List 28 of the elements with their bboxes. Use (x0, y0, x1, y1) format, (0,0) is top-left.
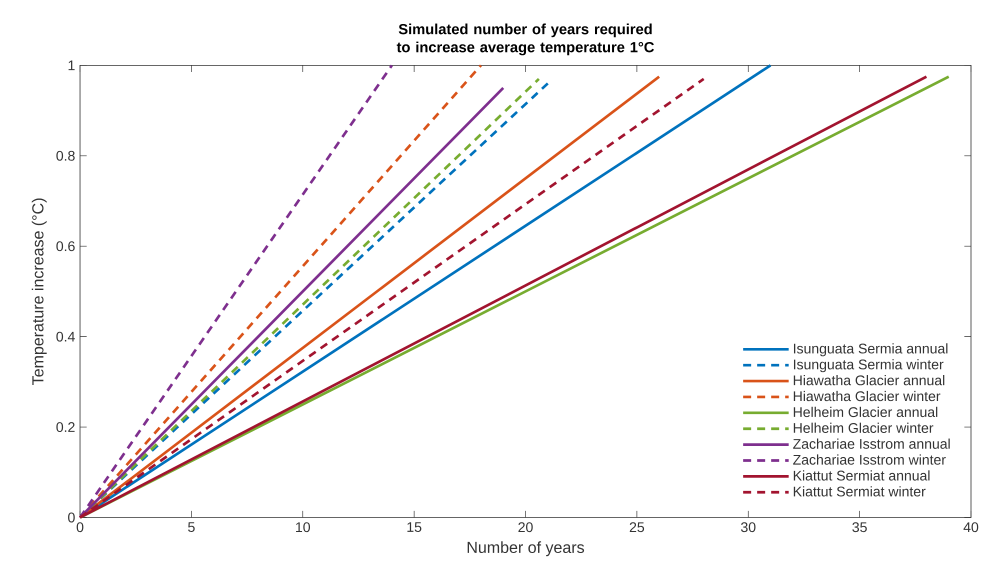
legend-label: Hiawatha Glacier annual (794, 375, 944, 386)
x-tick-label: 20 (518, 522, 533, 532)
x-axis-title: Number of years (468, 541, 584, 556)
legend-label: Zachariae Isstrom winter (793, 454, 946, 465)
x-tick-label: 40 (964, 522, 978, 532)
legend-label: Helheim Glacier winter (794, 422, 934, 434)
x-tick-label: 10 (296, 522, 310, 532)
y-tick-label: 0.2 (56, 422, 75, 432)
x-tick-label: 15 (407, 522, 422, 532)
legend-label: Kiattut Sermiat winter (794, 486, 926, 497)
y-tick-label: 0.6 (56, 241, 75, 252)
chart-title: Simulated number of years required to increase average temperature 1°C (396, 24, 654, 56)
legend-label: Isunguata Sermia annual (794, 343, 948, 356)
x-tick-label: 30 (740, 522, 756, 532)
legend-label: Zachariae Isstrom annual (793, 438, 950, 449)
x-tick-label: 25 (630, 522, 644, 532)
x-tick-label: 5 (188, 522, 195, 532)
legend-label: Helheim Glacier annual (794, 406, 938, 418)
y-tick-label: 0 (68, 512, 75, 523)
y-tick-label: 0.8 (56, 150, 75, 161)
x-tick-label: 35 (852, 522, 867, 532)
y-axis-title: Temperature increase (°C) (32, 198, 47, 386)
x-tick-label: 0 (76, 522, 84, 532)
legend-label: Hiawatha Glacier winter (794, 390, 940, 402)
legend-label: Isunguata Sermia winter (794, 359, 944, 372)
y-tick-label: 0.4 (56, 332, 75, 342)
y-tick-label: 1 (68, 60, 75, 70)
legend-label: Kiattut Sermiat annual (794, 470, 930, 481)
